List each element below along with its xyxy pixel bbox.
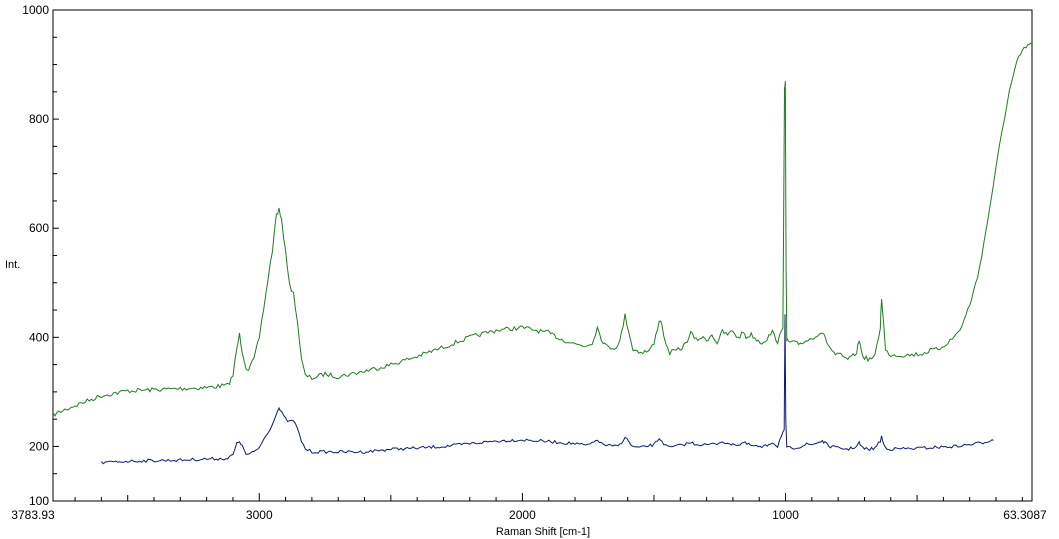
y-tick-label: 1000 (22, 3, 49, 17)
x-tick-label: 2000 (509, 508, 536, 522)
y-tick-label: 600 (29, 221, 49, 235)
series-line-2 (101, 314, 994, 465)
series-layer (52, 42, 1033, 465)
y-tick-label: 800 (29, 112, 49, 126)
x-tick-label: 3783.93 (11, 508, 55, 522)
x-axis: 3783.93 3000 2000 1000 63.3087 (11, 493, 1047, 522)
y-tick-label: 400 (29, 330, 49, 344)
y-tick-label: 100 (29, 494, 49, 508)
y-tick-label: 200 (29, 439, 49, 453)
x-tick-label: 3000 (246, 508, 273, 522)
y-axis: 100 200 400 600 800 1000 (22, 3, 59, 508)
x-axis-label: Raman Shift [cm-1] (496, 526, 590, 538)
y-axis-label: Int. (5, 259, 20, 271)
x-tick-label: 63.3087 (1003, 508, 1047, 522)
series-line-1 (52, 42, 1033, 417)
x-tick-label: 1000 (772, 508, 799, 522)
plot-area-frame (52, 9, 1033, 502)
